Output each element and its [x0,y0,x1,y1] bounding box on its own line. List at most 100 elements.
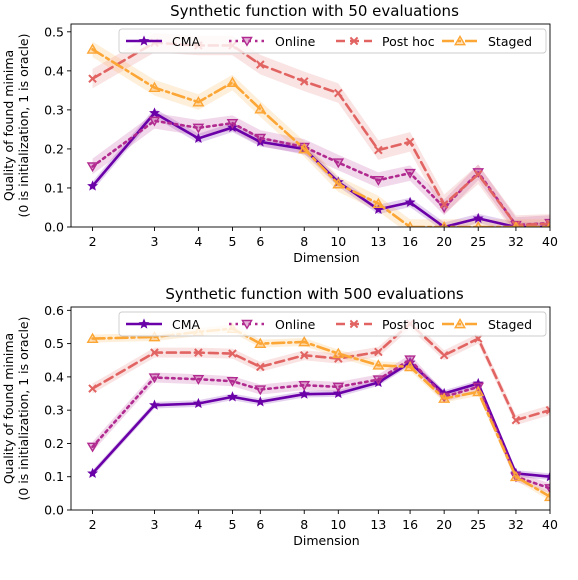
series-line-staged [91,327,550,498]
point-online [254,133,267,144]
point-post-hoc [511,415,521,425]
point-online [192,375,205,385]
x-tick-label: 40 [542,234,558,249]
point-online [372,175,385,186]
point-post-hoc [334,354,343,363]
y-tick-label: 0.3 [44,102,64,117]
legend-marker [349,319,359,329]
point-staged [298,142,311,154]
x-tick-label: 3 [150,517,158,532]
point-staged [332,178,345,189]
y-axis-label: Quality of found minima [1,50,16,201]
point-staged [438,392,451,403]
series-line-staged [91,48,550,227]
x-axis-label: Dimension [293,250,359,265]
point-post-hoc [228,349,237,358]
series-line-online [91,119,550,227]
legend-marker [241,36,253,47]
point-post-hoc [545,405,550,415]
point-cma [149,107,160,118]
x-tick-label: 32 [508,234,524,249]
point-online [332,382,345,393]
point-online [254,385,267,396]
point-online [404,168,416,179]
point-online [86,442,99,453]
axes-frame [70,306,551,511]
x-tick-label: 2 [89,234,97,249]
point-online [192,123,205,134]
legend-marker [241,319,253,330]
x-tick-label: 4 [194,517,202,532]
point-post-hoc [473,169,483,179]
legend-label: CMA [172,317,201,332]
point-staged [372,359,385,370]
x-tick-label: 5 [228,234,236,249]
point-cma [192,132,204,143]
point-post-hoc [439,200,449,209]
point-staged [226,76,239,87]
point-post-hoc [88,384,97,393]
y-tick-label: 0.5 [44,336,64,351]
x-tick-label: 25 [470,517,486,532]
y-tick-label: 0.3 [44,403,64,418]
legend-label: Post hoc [382,317,435,332]
point-staged [543,490,550,502]
y-tick-label: 0.1 [44,469,64,484]
point-staged [509,470,522,482]
x-tick-label: 40 [542,517,558,532]
point-online [372,375,385,386]
x-tick-label: 5 [228,517,236,532]
legend-marker [138,318,150,329]
point-post-hoc [511,220,521,227]
y-axis-label-2: (0 is initialization, 1 is oracle) [16,317,31,501]
y-tick-label: 0.1 [44,180,64,195]
x-tick-label: 20 [436,517,452,532]
x-tick-label: 13 [370,517,386,532]
point-cma [87,180,98,191]
series-band-staged [92,41,550,227]
y-tick-label: 0.0 [44,220,64,235]
point-online [544,484,550,495]
series-band-post-hoc [92,32,550,227]
point-staged [254,103,267,114]
chart-panel-1: Synthetic function with 50 evaluations 0.… [1,2,558,265]
y-tick-label: 0.4 [44,369,64,384]
series-line-post-hoc [91,41,550,227]
legend-marker [453,318,467,329]
series-line-online [91,358,550,490]
x-tick-label: 13 [370,234,386,249]
point-online [148,116,161,127]
point-post-hoc [374,347,383,357]
point-cma [192,397,204,409]
point-staged [472,385,485,397]
point-staged [254,337,267,349]
point-post-hoc [405,137,415,147]
chart-title: Synthetic function with 50 evaluations [170,2,459,20]
x-tick-label: 16 [402,234,418,249]
x-tick-label: 6 [256,234,264,249]
x-tick-label: 10 [330,517,346,532]
point-staged [148,330,161,342]
legend-label: Online [275,34,316,49]
point-post-hoc [439,350,449,360]
point-cma [87,467,98,478]
plot-area [86,318,550,502]
point-post-hoc [374,145,383,155]
point-staged [86,43,99,54]
point-online [332,158,345,169]
point-online [404,355,416,366]
x-tick-label: 4 [194,234,202,249]
y-tick-label: 0.6 [44,303,64,318]
point-cma [254,396,266,407]
point-cma [298,388,310,399]
series-band-online [92,113,550,227]
legend-box [118,311,547,337]
chart-title: Synthetic function with 500 evaluations [165,285,464,303]
point-staged [332,347,345,358]
x-tick-label: 16 [402,517,418,532]
point-post-hoc [299,350,309,360]
point-online [298,381,311,391]
point-post-hoc [194,348,203,357]
point-staged [372,197,385,208]
